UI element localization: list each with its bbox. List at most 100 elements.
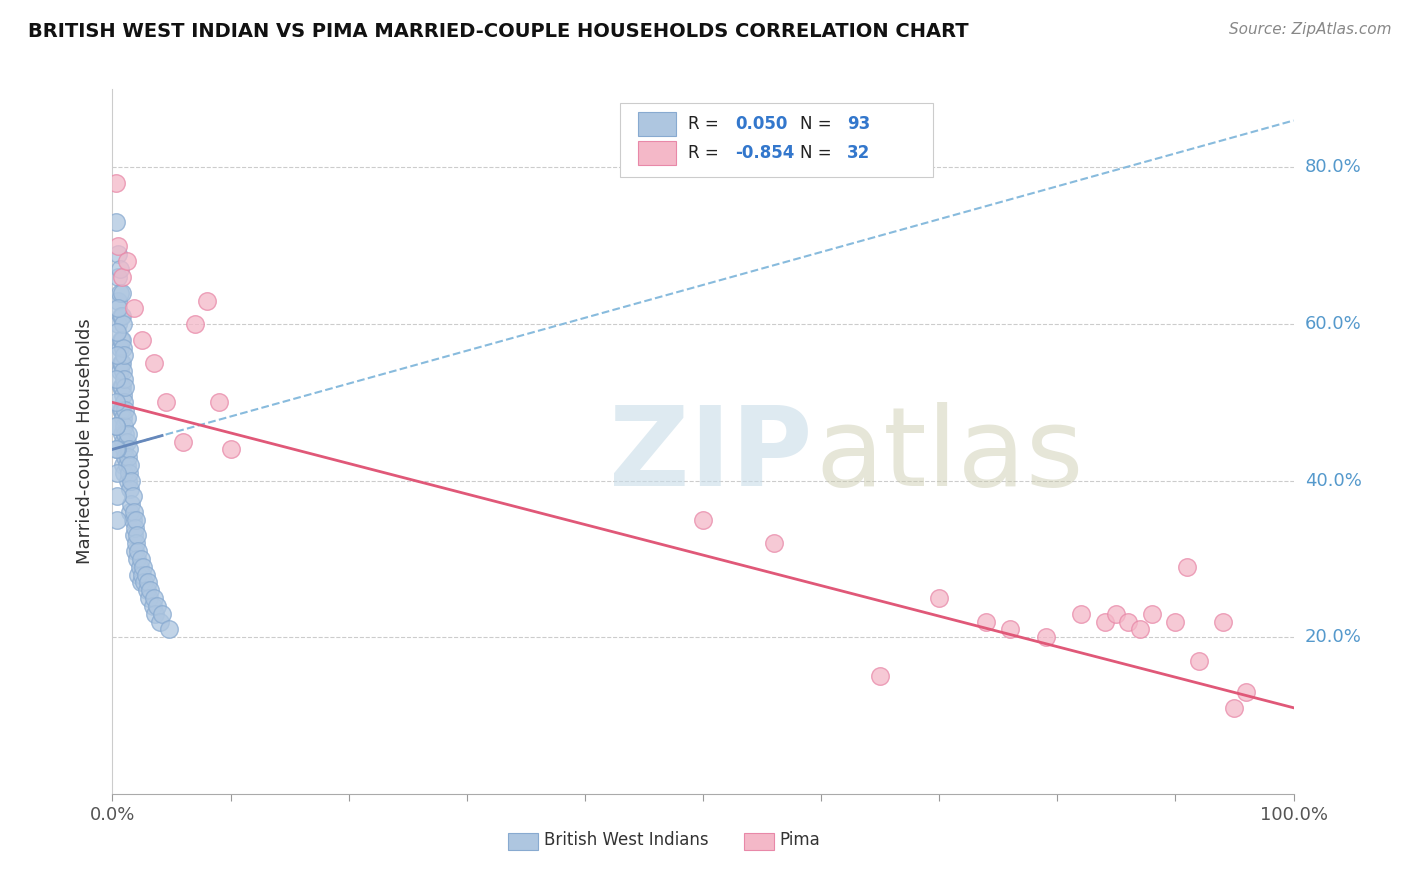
Point	[105, 466, 128, 480]
Point	[107, 239, 129, 253]
FancyBboxPatch shape	[638, 141, 676, 165]
Point	[115, 254, 138, 268]
Point	[105, 176, 128, 190]
Point	[112, 348, 135, 362]
Point	[105, 325, 128, 339]
Point	[128, 559, 150, 574]
Point	[127, 528, 149, 542]
Point	[112, 341, 135, 355]
Point	[111, 380, 134, 394]
Point	[105, 348, 128, 362]
Point	[117, 474, 139, 488]
Point	[127, 544, 149, 558]
Point	[134, 575, 156, 590]
Point	[110, 310, 132, 324]
Text: -0.854: -0.854	[735, 144, 794, 161]
Point	[111, 333, 134, 347]
Text: Pima: Pima	[780, 830, 821, 848]
Point	[112, 372, 135, 386]
Point	[1234, 685, 1257, 699]
Point	[122, 505, 145, 519]
Point	[135, 567, 157, 582]
Point	[142, 356, 165, 370]
Point	[108, 364, 131, 378]
Point	[1175, 559, 1198, 574]
Point	[155, 395, 177, 409]
Point	[195, 293, 218, 308]
Point	[1116, 615, 1139, 629]
Text: 60.0%: 60.0%	[1305, 315, 1361, 333]
Point	[157, 623, 180, 637]
Point	[692, 513, 714, 527]
Point	[121, 489, 143, 503]
Point	[105, 513, 128, 527]
Point	[219, 442, 242, 457]
Point	[114, 450, 136, 465]
Point	[139, 583, 162, 598]
FancyBboxPatch shape	[744, 832, 773, 850]
FancyBboxPatch shape	[508, 832, 537, 850]
Point	[115, 411, 138, 425]
Point	[111, 310, 134, 324]
Point	[129, 575, 152, 590]
Point	[111, 403, 134, 417]
Text: N =: N =	[800, 115, 831, 134]
Point	[150, 607, 173, 621]
Point	[110, 380, 132, 394]
Point	[105, 418, 128, 433]
Point	[114, 380, 136, 394]
Point	[131, 567, 153, 582]
Point	[112, 458, 135, 472]
Point	[127, 552, 149, 566]
Point	[107, 317, 129, 331]
Point	[131, 333, 153, 347]
Point	[122, 528, 145, 542]
Point	[111, 270, 134, 285]
Text: 80.0%: 80.0%	[1305, 159, 1361, 177]
Text: 32: 32	[846, 144, 870, 161]
Point	[120, 474, 142, 488]
Text: ZIP: ZIP	[609, 402, 811, 509]
Point	[111, 426, 134, 441]
Point	[110, 403, 132, 417]
Point	[1035, 630, 1057, 644]
Point	[112, 466, 135, 480]
Point	[120, 497, 142, 511]
Point	[132, 559, 155, 574]
Point	[120, 505, 142, 519]
Point	[143, 607, 166, 621]
Point	[112, 395, 135, 409]
Point	[1070, 607, 1092, 621]
Point	[762, 536, 785, 550]
Point	[135, 583, 157, 598]
Point	[1094, 615, 1116, 629]
Point	[112, 434, 135, 449]
Point	[208, 395, 231, 409]
Text: 20.0%: 20.0%	[1305, 628, 1361, 647]
Point	[108, 285, 131, 300]
Point	[115, 434, 138, 449]
Point	[107, 301, 129, 316]
Point	[138, 591, 160, 606]
Point	[108, 262, 131, 277]
Text: 93: 93	[846, 115, 870, 134]
Point	[1212, 615, 1234, 629]
Point	[118, 466, 141, 480]
Point	[107, 293, 129, 308]
Point	[107, 270, 129, 285]
Point	[111, 356, 134, 370]
FancyBboxPatch shape	[620, 103, 934, 178]
Text: R =: R =	[688, 115, 718, 134]
Point	[1188, 654, 1211, 668]
Text: Source: ZipAtlas.com: Source: ZipAtlas.com	[1229, 22, 1392, 37]
Text: British West Indians: British West Indians	[544, 830, 709, 848]
Text: N =: N =	[800, 144, 831, 161]
Point	[105, 442, 128, 457]
Point	[110, 356, 132, 370]
Text: 40.0%: 40.0%	[1305, 472, 1361, 490]
Point	[149, 615, 172, 629]
Point	[112, 364, 135, 378]
Point	[998, 623, 1021, 637]
Text: R =: R =	[688, 144, 718, 161]
Point	[112, 387, 135, 401]
